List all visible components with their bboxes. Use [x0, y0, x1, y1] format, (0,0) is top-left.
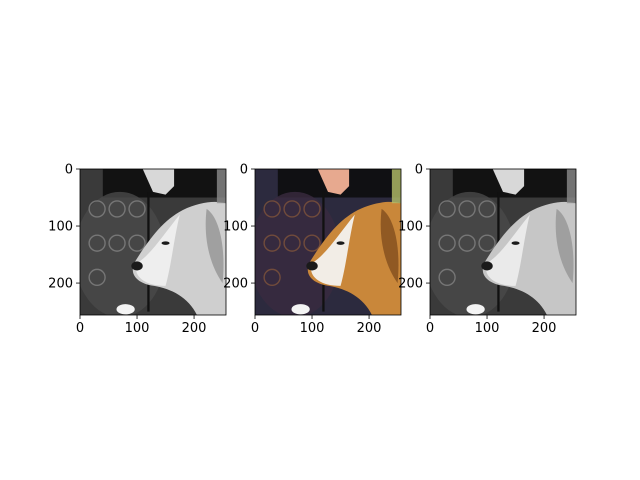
x-tick-label: 0	[426, 321, 434, 336]
axes-3: 0 100 200 0 100 200	[398, 163, 577, 336]
image-panel-1: 0 100 200 0 100 200	[48, 163, 227, 336]
bag-pattern	[263, 200, 281, 218]
dog-eye	[161, 241, 170, 245]
background-strip	[566, 169, 576, 204]
image-panel-2: 0 100 200 0 100 200	[223, 163, 402, 336]
bag-pattern	[438, 200, 456, 218]
x-tick-label: 200	[532, 321, 557, 336]
bag-pattern	[283, 234, 301, 252]
x-tick-label: 100	[125, 321, 150, 336]
image-content	[255, 169, 401, 315]
bag-pattern	[478, 234, 496, 252]
bag-pattern	[88, 234, 106, 252]
image-content	[430, 169, 576, 315]
dog-ear	[555, 208, 574, 284]
y-tick-label: 100	[48, 220, 73, 235]
dog-eye	[511, 241, 520, 245]
dog-muzzle	[135, 214, 180, 286]
image-content	[80, 169, 226, 315]
hand	[317, 169, 350, 195]
dog-nose	[481, 261, 493, 271]
dog-muzzle	[310, 214, 355, 286]
y-tick-label: 200	[398, 277, 423, 292]
y-tick-label: 100	[398, 220, 423, 235]
bag-pattern	[438, 234, 456, 252]
hand	[492, 169, 525, 195]
x-tick-label: 100	[300, 321, 325, 336]
x-tick-label: 200	[357, 321, 382, 336]
dog-muzzle	[485, 214, 530, 286]
dog-head	[132, 201, 226, 315]
y-tick-label: 200	[48, 277, 73, 292]
hand	[142, 169, 175, 195]
x-tick-label: 0	[76, 321, 84, 336]
dog-nose	[306, 261, 318, 271]
dog-eye	[336, 241, 345, 245]
axes-frame	[79, 168, 227, 316]
y-tick-label: 0	[415, 163, 423, 178]
bag-pattern	[303, 234, 321, 252]
dog-nose	[131, 261, 143, 271]
x-tick-label: 0	[251, 321, 259, 336]
dog-ear	[380, 208, 399, 284]
bag-pattern	[88, 200, 106, 218]
image-panel-3: 0 100 200 0 100 200	[398, 163, 577, 336]
x-tick-label: 200	[182, 321, 207, 336]
bag-pattern	[438, 268, 456, 287]
background-strip	[391, 169, 401, 204]
axes-frame	[254, 168, 402, 316]
y-tick-label: 0	[240, 163, 248, 178]
white-object	[291, 304, 310, 315]
bag-pattern	[88, 268, 106, 287]
dog-head	[307, 201, 401, 315]
y-tick-label: 200	[223, 277, 248, 292]
dog-ear	[205, 208, 224, 284]
bag-pattern	[128, 200, 146, 218]
bag-pattern	[263, 268, 281, 287]
bag-pattern	[458, 200, 476, 218]
bag-pattern	[458, 234, 476, 252]
white-object	[116, 304, 135, 315]
bag-pattern	[263, 234, 281, 252]
dog-head	[482, 201, 576, 315]
axes-2: 0 100 200 0 100 200	[223, 163, 402, 336]
bag-pattern	[478, 200, 496, 218]
white-object	[466, 304, 485, 315]
bag-pattern	[108, 200, 126, 218]
axes-1: 0 100 200 0 100 200	[48, 163, 227, 336]
y-tick-label: 0	[65, 163, 73, 178]
background-strip	[216, 169, 226, 204]
y-tick-label: 100	[223, 220, 248, 235]
bag-pattern	[303, 200, 321, 218]
bag-pattern	[283, 200, 301, 218]
bag-pattern	[128, 234, 146, 252]
axes-frame	[429, 168, 577, 316]
x-tick-label: 100	[475, 321, 500, 336]
bag-pattern	[108, 234, 126, 252]
